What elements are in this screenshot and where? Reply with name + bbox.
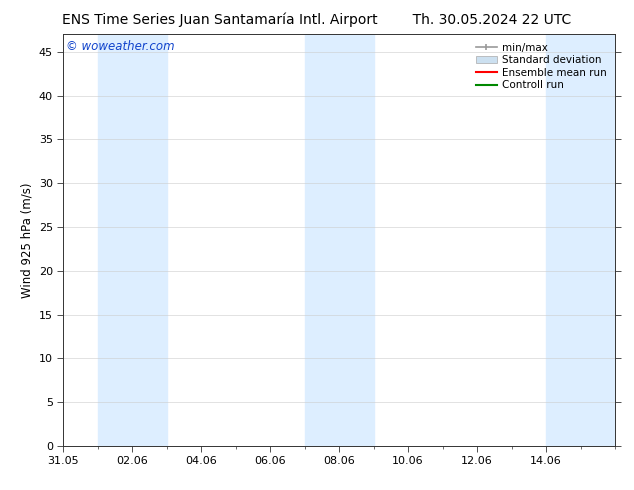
Legend: min/max, Standard deviation, Ensemble mean run, Controll run: min/max, Standard deviation, Ensemble me… <box>473 40 610 94</box>
Y-axis label: Wind 925 hPa (m/s): Wind 925 hPa (m/s) <box>20 182 34 298</box>
Bar <box>305 34 373 446</box>
Bar <box>546 34 615 446</box>
Bar <box>98 34 167 446</box>
Text: ENS Time Series Juan Santamaría Intl. Airport        Th. 30.05.2024 22 UTC: ENS Time Series Juan Santamaría Intl. Ai… <box>62 12 572 27</box>
Text: © woweather.com: © woweather.com <box>66 41 175 53</box>
